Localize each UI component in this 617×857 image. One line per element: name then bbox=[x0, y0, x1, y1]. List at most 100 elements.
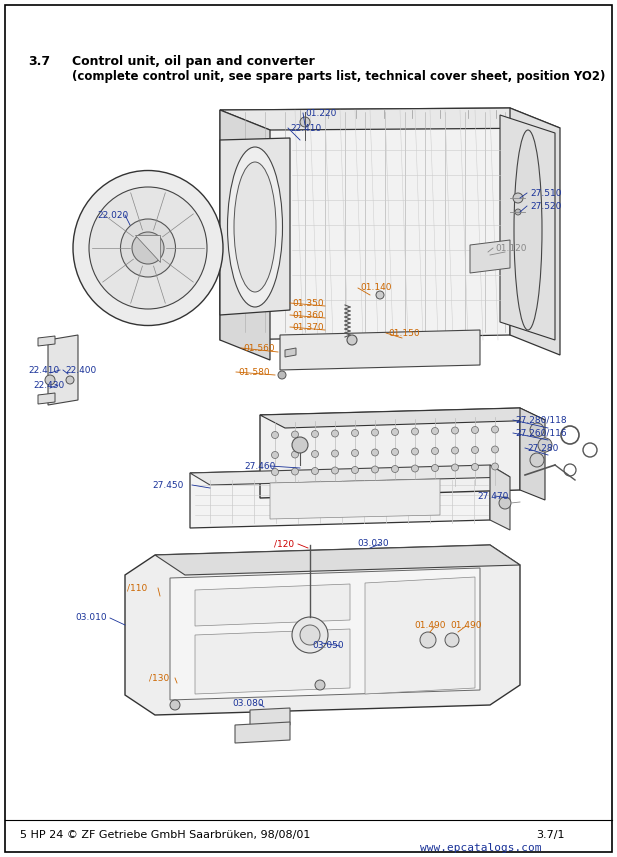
Text: (complete control unit, see spare parts list, technical cover sheet, position YO: (complete control unit, see spare parts … bbox=[72, 70, 605, 83]
Circle shape bbox=[492, 463, 499, 470]
Polygon shape bbox=[250, 708, 290, 727]
Polygon shape bbox=[190, 465, 510, 485]
Polygon shape bbox=[365, 577, 475, 694]
Polygon shape bbox=[190, 465, 490, 528]
Text: www.epcatalogs.com: www.epcatalogs.com bbox=[420, 843, 542, 853]
Circle shape bbox=[431, 428, 439, 434]
Text: 22.430: 22.430 bbox=[33, 381, 64, 389]
Circle shape bbox=[371, 429, 378, 436]
Circle shape bbox=[278, 371, 286, 379]
Circle shape bbox=[371, 449, 378, 456]
Polygon shape bbox=[490, 465, 510, 530]
Ellipse shape bbox=[234, 162, 276, 292]
Text: 3.7: 3.7 bbox=[28, 55, 50, 68]
Text: 01.150: 01.150 bbox=[388, 328, 420, 338]
Circle shape bbox=[291, 468, 299, 475]
Polygon shape bbox=[270, 479, 440, 519]
Text: /120: /120 bbox=[274, 540, 294, 548]
Text: 01.360: 01.360 bbox=[292, 310, 324, 320]
Polygon shape bbox=[520, 408, 545, 500]
Text: 01.580: 01.580 bbox=[238, 368, 270, 376]
Circle shape bbox=[499, 497, 511, 509]
Polygon shape bbox=[260, 408, 545, 428]
Text: 27.280: 27.280 bbox=[527, 444, 558, 452]
Circle shape bbox=[300, 117, 310, 127]
Polygon shape bbox=[135, 235, 160, 262]
Circle shape bbox=[352, 450, 358, 457]
Text: 03.030: 03.030 bbox=[357, 540, 389, 548]
Polygon shape bbox=[235, 722, 290, 743]
Text: 22.020: 22.020 bbox=[97, 211, 128, 219]
Circle shape bbox=[312, 430, 318, 438]
Text: 03.080: 03.080 bbox=[232, 699, 263, 709]
Circle shape bbox=[312, 468, 318, 475]
Circle shape bbox=[392, 465, 399, 472]
Circle shape bbox=[352, 466, 358, 474]
Polygon shape bbox=[500, 115, 555, 340]
Ellipse shape bbox=[73, 171, 223, 326]
Circle shape bbox=[412, 448, 418, 455]
Ellipse shape bbox=[89, 187, 207, 309]
Circle shape bbox=[331, 467, 339, 474]
Polygon shape bbox=[48, 335, 78, 405]
Polygon shape bbox=[280, 330, 480, 370]
Text: /110: /110 bbox=[127, 584, 147, 592]
Circle shape bbox=[45, 375, 55, 385]
Circle shape bbox=[347, 335, 357, 345]
Polygon shape bbox=[220, 138, 290, 315]
Text: 01.560: 01.560 bbox=[243, 344, 275, 352]
Circle shape bbox=[492, 426, 499, 433]
Circle shape bbox=[271, 452, 278, 458]
Text: Control unit, oil pan and converter: Control unit, oil pan and converter bbox=[72, 55, 315, 68]
Circle shape bbox=[431, 464, 439, 471]
Polygon shape bbox=[220, 108, 510, 340]
Text: 27.510: 27.510 bbox=[530, 189, 561, 197]
Text: 01.120: 01.120 bbox=[495, 243, 526, 253]
Circle shape bbox=[291, 431, 299, 438]
Circle shape bbox=[412, 428, 418, 435]
Polygon shape bbox=[125, 545, 520, 715]
Polygon shape bbox=[470, 240, 510, 273]
Circle shape bbox=[471, 427, 479, 434]
Circle shape bbox=[292, 617, 328, 653]
Circle shape bbox=[132, 232, 164, 264]
Polygon shape bbox=[195, 584, 350, 626]
Circle shape bbox=[66, 376, 74, 384]
Circle shape bbox=[471, 446, 479, 453]
Circle shape bbox=[471, 464, 479, 470]
Circle shape bbox=[170, 700, 180, 710]
Circle shape bbox=[371, 466, 378, 473]
Circle shape bbox=[515, 209, 521, 215]
Text: 01.370: 01.370 bbox=[292, 322, 324, 332]
Polygon shape bbox=[170, 568, 480, 700]
Text: 27.280/118: 27.280/118 bbox=[515, 416, 566, 424]
Circle shape bbox=[530, 453, 544, 467]
Text: 03.050: 03.050 bbox=[312, 642, 344, 650]
Text: 01.490: 01.490 bbox=[450, 621, 481, 631]
Circle shape bbox=[271, 469, 278, 476]
Text: 27.460: 27.460 bbox=[244, 462, 275, 470]
Text: 01.490: 01.490 bbox=[414, 621, 445, 631]
Polygon shape bbox=[220, 108, 560, 130]
Circle shape bbox=[412, 465, 418, 472]
Circle shape bbox=[538, 438, 552, 452]
Circle shape bbox=[452, 427, 458, 434]
Polygon shape bbox=[260, 408, 520, 498]
Polygon shape bbox=[195, 629, 350, 694]
Circle shape bbox=[312, 451, 318, 458]
Text: 03.010: 03.010 bbox=[75, 614, 107, 622]
Polygon shape bbox=[155, 545, 520, 575]
Text: 3.7/1: 3.7/1 bbox=[536, 830, 565, 840]
Circle shape bbox=[291, 451, 299, 458]
Circle shape bbox=[392, 448, 399, 456]
Circle shape bbox=[292, 437, 308, 453]
Circle shape bbox=[271, 432, 278, 439]
Text: 22.400: 22.400 bbox=[65, 365, 96, 375]
Circle shape bbox=[300, 625, 320, 645]
Circle shape bbox=[352, 429, 358, 436]
Ellipse shape bbox=[228, 147, 283, 307]
Polygon shape bbox=[38, 393, 55, 404]
Circle shape bbox=[392, 428, 399, 435]
Ellipse shape bbox=[120, 219, 175, 277]
Circle shape bbox=[331, 430, 339, 437]
